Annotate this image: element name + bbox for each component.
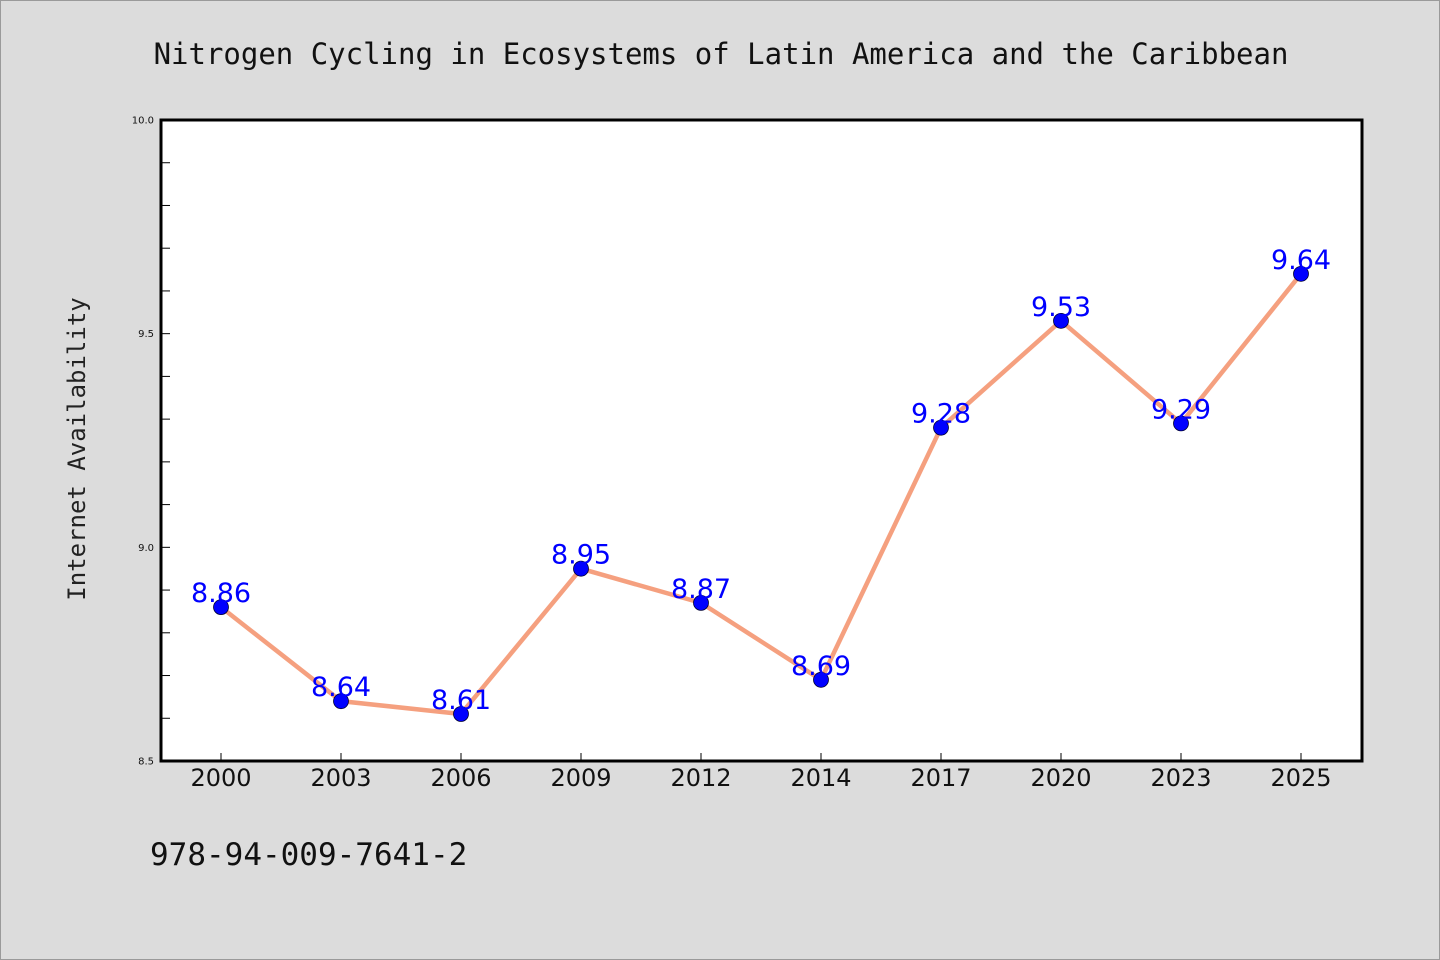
x-axis: 2000 2003 2006 2009 2012 2014 2017 2020 2023 2025 <box>190 753 1332 792</box>
y-axis: 8.5 9.0 9.5 10.0 <box>132 116 170 768</box>
y-tick-label: 8.5 <box>138 757 154 768</box>
data-point <box>933 419 949 436</box>
data-label: 9.28 <box>911 399 971 430</box>
data-label: 8.64 <box>311 672 371 703</box>
x-tick-label: 2017 <box>910 764 971 792</box>
footer-isbn: 978-94-009-7641-2 <box>150 837 467 873</box>
data-label: 8.86 <box>191 578 251 609</box>
data-series: 8.86 8.64 8.61 8.95 8.87 8.69 9.28 9.53 9.29 9.64 <box>191 245 1331 722</box>
x-tick-label: 2012 <box>670 764 731 792</box>
data-point <box>1293 265 1309 282</box>
data-point <box>813 671 829 688</box>
plot-area <box>159 118 1364 763</box>
data-point <box>453 706 469 722</box>
x-tick-label: 2014 <box>790 764 851 792</box>
data-label: 8.95 <box>551 540 611 571</box>
data-point <box>213 599 229 616</box>
data-point <box>333 693 349 710</box>
data-point <box>1173 415 1189 432</box>
data-point <box>1053 312 1069 329</box>
x-tick-label: 2009 <box>550 764 611 792</box>
x-tick-label: 2025 <box>1270 764 1331 792</box>
x-tick-label: 2003 <box>310 764 371 792</box>
data-point <box>573 560 589 577</box>
chart-title: Nitrogen Cycling in Ecosystems of Latin … <box>154 37 1289 71</box>
y-axis-label: Internet Availability <box>63 297 91 600</box>
data-label: 9.53 <box>1031 292 1091 323</box>
x-tick-label: 2000 <box>190 764 251 792</box>
x-tick-label: 2006 <box>430 764 491 792</box>
series-line <box>218 271 1304 717</box>
x-tick-label: 2020 <box>1030 764 1091 792</box>
y-tick-label: 9.0 <box>138 543 154 554</box>
data-point <box>693 594 709 611</box>
y-tick-label: 10.0 <box>132 116 154 127</box>
data-label: 8.61 <box>431 685 491 716</box>
y-tick-label: 9.5 <box>138 329 154 340</box>
data-label: 8.69 <box>791 651 851 682</box>
data-label: 9.29 <box>1151 394 1211 425</box>
data-label: 9.64 <box>1271 245 1331 276</box>
data-label: 8.87 <box>671 574 731 605</box>
x-tick-label: 2023 <box>1150 764 1211 792</box>
